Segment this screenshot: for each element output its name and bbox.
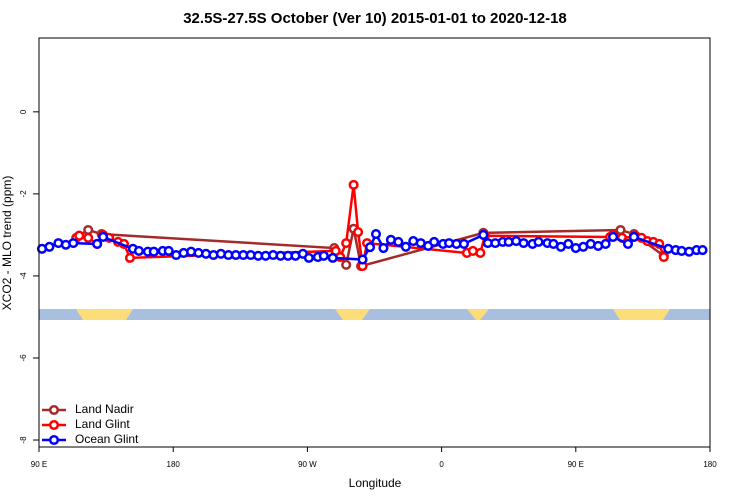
land-strip	[613, 309, 670, 320]
data-point	[318, 250, 329, 261]
data-point	[478, 229, 489, 240]
data-point	[341, 238, 352, 249]
y-tick-label: -8	[19, 436, 28, 444]
data-point	[353, 226, 364, 238]
ocean-strip	[39, 309, 710, 320]
y-axis-label: XCO2 - MLO trend (ppm)	[0, 176, 14, 311]
x-tick-label: 180	[703, 460, 717, 469]
data-point	[83, 232, 94, 243]
data-point	[83, 224, 94, 236]
x-tick-label: 90 E	[568, 460, 584, 469]
land-strip	[76, 309, 133, 320]
data-point	[429, 236, 440, 247]
data-point	[518, 238, 529, 249]
data-point	[341, 259, 352, 270]
data-point	[92, 238, 103, 249]
data-point	[348, 179, 359, 190]
plot-area	[36, 179, 708, 272]
data-point	[98, 231, 109, 243]
data-point	[357, 254, 368, 265]
legend-marker	[48, 404, 60, 416]
land-strip	[335, 309, 370, 320]
data-point	[327, 252, 338, 263]
legend-label: Ocean Glint	[75, 432, 139, 446]
data-point	[124, 252, 136, 263]
y-tick-label: 0	[19, 109, 28, 114]
data-point	[44, 241, 55, 252]
legend-marker	[48, 419, 60, 431]
data-point	[622, 238, 634, 249]
chart-title: 32.5S-27.5S October (Ver 10) 2015-01-01 …	[183, 10, 567, 27]
land-strip	[467, 309, 489, 320]
legend-marker	[48, 434, 60, 446]
data-point	[148, 246, 159, 257]
data-point	[370, 229, 382, 240]
data-point	[608, 231, 619, 243]
data-point	[628, 231, 640, 243]
data-point	[364, 242, 376, 253]
data-point	[303, 252, 314, 263]
data-point	[163, 245, 174, 256]
x-axis-label: Longitude	[349, 476, 402, 490]
data-point	[68, 238, 79, 249]
data-point	[378, 242, 389, 254]
data-point	[533, 236, 544, 247]
x-tick-label: 90 E	[31, 460, 47, 469]
data-point	[133, 245, 144, 256]
data-point	[393, 236, 404, 247]
y-tick-label: -6	[19, 354, 28, 362]
data-point	[458, 238, 470, 249]
x-tick-label: 180	[167, 460, 181, 469]
data-point	[74, 230, 85, 241]
data-point	[697, 245, 708, 256]
data-point	[615, 224, 626, 236]
land-mask-strip	[39, 309, 710, 320]
data-point	[475, 247, 486, 259]
x-tick-label: 0	[439, 460, 444, 469]
data-point	[563, 238, 574, 249]
plot-frame	[38, 37, 711, 448]
legend-label: Land Glint	[75, 417, 130, 431]
y-tick-label: -2	[19, 190, 28, 198]
legend-label: Land Nadir	[75, 402, 134, 416]
data-point	[600, 238, 611, 249]
y-tick-label: -4	[19, 272, 28, 280]
data-point	[658, 252, 669, 263]
x-tick-label: 90 W	[298, 460, 317, 469]
data-point	[400, 241, 411, 252]
